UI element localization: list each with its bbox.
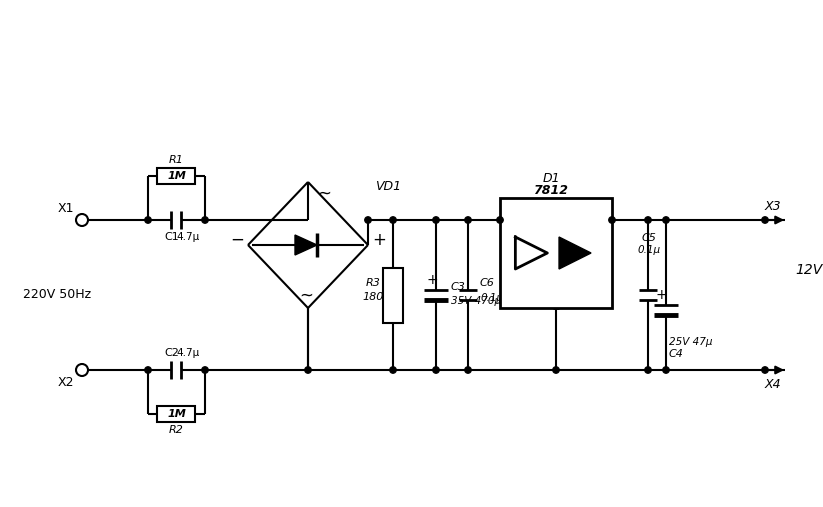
Circle shape — [553, 367, 559, 373]
Text: 12V: 12V — [795, 263, 822, 277]
Text: 1M: 1M — [167, 171, 186, 181]
Circle shape — [663, 217, 669, 223]
Circle shape — [390, 367, 396, 373]
Circle shape — [433, 367, 439, 373]
Circle shape — [465, 217, 472, 223]
Text: ~: ~ — [299, 287, 313, 305]
Text: C6: C6 — [480, 278, 495, 288]
Text: 4.7μ: 4.7μ — [177, 348, 200, 358]
Circle shape — [762, 367, 768, 373]
Text: X1: X1 — [58, 201, 74, 214]
Circle shape — [644, 367, 651, 373]
Circle shape — [497, 217, 503, 223]
Circle shape — [609, 217, 616, 223]
Text: R2: R2 — [169, 425, 184, 435]
Polygon shape — [559, 237, 591, 269]
Circle shape — [663, 367, 669, 373]
Text: 0.1μ: 0.1μ — [638, 245, 661, 255]
Text: +: + — [655, 288, 667, 302]
Text: C3: C3 — [451, 282, 466, 292]
Circle shape — [145, 217, 151, 223]
Circle shape — [390, 217, 396, 223]
Text: 4.7μ: 4.7μ — [177, 232, 200, 242]
Text: 35V 470μ: 35V 470μ — [451, 296, 501, 306]
Bar — [383, 268, 403, 322]
Circle shape — [762, 217, 768, 223]
Circle shape — [145, 367, 151, 373]
Text: X4: X4 — [765, 378, 781, 390]
Text: C2: C2 — [164, 348, 179, 358]
Text: 25V 47μ: 25V 47μ — [669, 337, 713, 347]
Text: R1: R1 — [169, 155, 184, 165]
Text: R3: R3 — [365, 278, 380, 288]
Text: X2: X2 — [58, 377, 74, 389]
Text: +: + — [426, 273, 438, 287]
Text: 0.1μ: 0.1μ — [480, 293, 503, 303]
Text: C4: C4 — [669, 349, 684, 359]
Text: C1: C1 — [164, 232, 179, 242]
Text: VD1: VD1 — [375, 180, 401, 194]
Circle shape — [365, 217, 371, 223]
Circle shape — [202, 217, 208, 223]
Text: 7812: 7812 — [533, 184, 569, 197]
Text: 1M: 1M — [167, 409, 186, 419]
Bar — [500, 198, 612, 308]
Circle shape — [305, 367, 311, 373]
Text: −: − — [230, 231, 244, 249]
Text: X3: X3 — [765, 199, 781, 212]
Circle shape — [465, 367, 472, 373]
Text: 180: 180 — [362, 292, 384, 302]
Bar — [157, 406, 196, 422]
Circle shape — [202, 367, 208, 373]
Text: +: + — [372, 231, 386, 249]
Circle shape — [644, 217, 651, 223]
Circle shape — [433, 217, 439, 223]
Text: D1: D1 — [542, 171, 560, 185]
Text: 220V 50Hz: 220V 50Hz — [23, 288, 91, 302]
Text: C5: C5 — [642, 233, 657, 243]
Text: ~: ~ — [317, 185, 331, 203]
Polygon shape — [295, 235, 317, 255]
Bar — [157, 168, 196, 184]
